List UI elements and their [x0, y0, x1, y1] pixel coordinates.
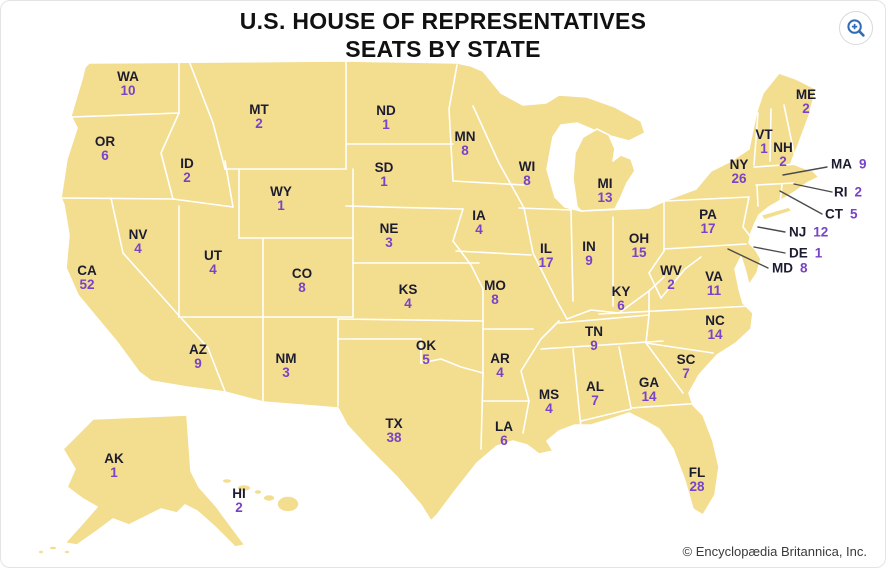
state-label-wi: WI 8 — [518, 159, 536, 188]
state-label-nh: NH 2 — [773, 140, 793, 169]
state-label-ia: IA 4 — [472, 208, 486, 237]
state-label-oh: OH 15 — [628, 231, 650, 260]
state-label-ne: NE 3 — [379, 221, 399, 250]
state-label-fl: FL 28 — [688, 465, 706, 494]
callout-label-md: MD 8 — [772, 260, 808, 276]
state-label-ca: CA 52 — [77, 263, 97, 292]
title-line-1: U.S. HOUSE OF REPRESENTATIVES — [239, 8, 647, 34]
michigan-lower-peninsula-shape — [572, 128, 636, 212]
state-label-ky: KY 6 — [611, 284, 631, 313]
state-label-nv: NV 4 — [128, 227, 148, 256]
state-label-ok: OK 5 — [415, 338, 437, 367]
state-label-ms: MS 4 — [538, 387, 560, 416]
magnifier-plus-icon — [846, 18, 866, 38]
state-label-la: LA 6 — [495, 419, 513, 448]
state-label-mi: MI 13 — [597, 176, 613, 205]
callout-label-de: DE 1 — [789, 245, 823, 261]
state-label-nc: NC 14 — [705, 313, 725, 342]
state-label-mo: MO 8 — [484, 278, 506, 307]
callout-label-ri: RI 2 — [834, 184, 863, 200]
state-label-az: AZ 9 — [189, 342, 207, 371]
state-label-ar: AR 4 — [490, 351, 510, 380]
callout-label-ma: MA 9 — [831, 156, 867, 172]
state-label-pa: PA 17 — [699, 207, 717, 236]
state-label-il: IL 17 — [538, 241, 554, 270]
state-label-mt: MT 2 — [249, 102, 269, 131]
callout-label-ct: CT 5 — [825, 206, 858, 222]
state-label-va: VA 11 — [705, 269, 723, 298]
state-label-co: CO 8 — [291, 266, 313, 295]
state-borders — [60, 60, 799, 450]
state-label-hi: HI 2 — [232, 486, 246, 515]
long-island-shape — [760, 206, 793, 221]
state-label-vt: VT 1 — [755, 127, 773, 156]
state-label-me: ME 2 — [795, 87, 817, 116]
state-label-in: IN 9 — [582, 239, 596, 268]
state-label-wv: WV 2 — [660, 263, 682, 292]
zoom-in-button[interactable] — [839, 11, 873, 45]
state-label-sd: SD 1 — [374, 160, 394, 189]
state-label-ks: KS 4 — [398, 282, 418, 311]
aleutian-islands — [37, 545, 71, 555]
hawaii-islands-shape — [221, 477, 300, 513]
state-label-ut: UT 4 — [204, 248, 222, 277]
state-label-ga: GA 14 — [638, 375, 660, 404]
state-label-tx: TX 38 — [385, 416, 403, 445]
state-label-ak: AK 1 — [104, 451, 124, 480]
state-label-or: OR 6 — [94, 134, 116, 163]
callout-label-nj: NJ 12 — [789, 224, 829, 240]
alaska-shape — [62, 414, 246, 548]
state-label-id: ID 2 — [180, 156, 194, 185]
state-label-ny: NY 26 — [729, 157, 749, 186]
state-label-nm: NM 3 — [275, 351, 297, 380]
state-label-mn: MN 8 — [454, 129, 476, 158]
state-label-nd: ND 1 — [376, 103, 396, 132]
copyright-credit: © Encyclopædia Britannica, Inc. — [682, 544, 867, 559]
page-title: U.S. HOUSE OF REPRESENTATIVES SEATS BY S… — [1, 7, 885, 63]
state-label-sc: SC 7 — [676, 352, 696, 381]
state-label-al: AL 7 — [586, 379, 604, 408]
state-label-wa: WA 10 — [117, 69, 139, 98]
title-line-2: SEATS BY STATE — [345, 36, 541, 63]
callout-leader-lines — [727, 166, 833, 269]
state-label-tn: TN 9 — [585, 324, 603, 353]
state-label-wy: WY 1 — [270, 184, 292, 213]
contiguous-us-shape — [60, 60, 820, 522]
